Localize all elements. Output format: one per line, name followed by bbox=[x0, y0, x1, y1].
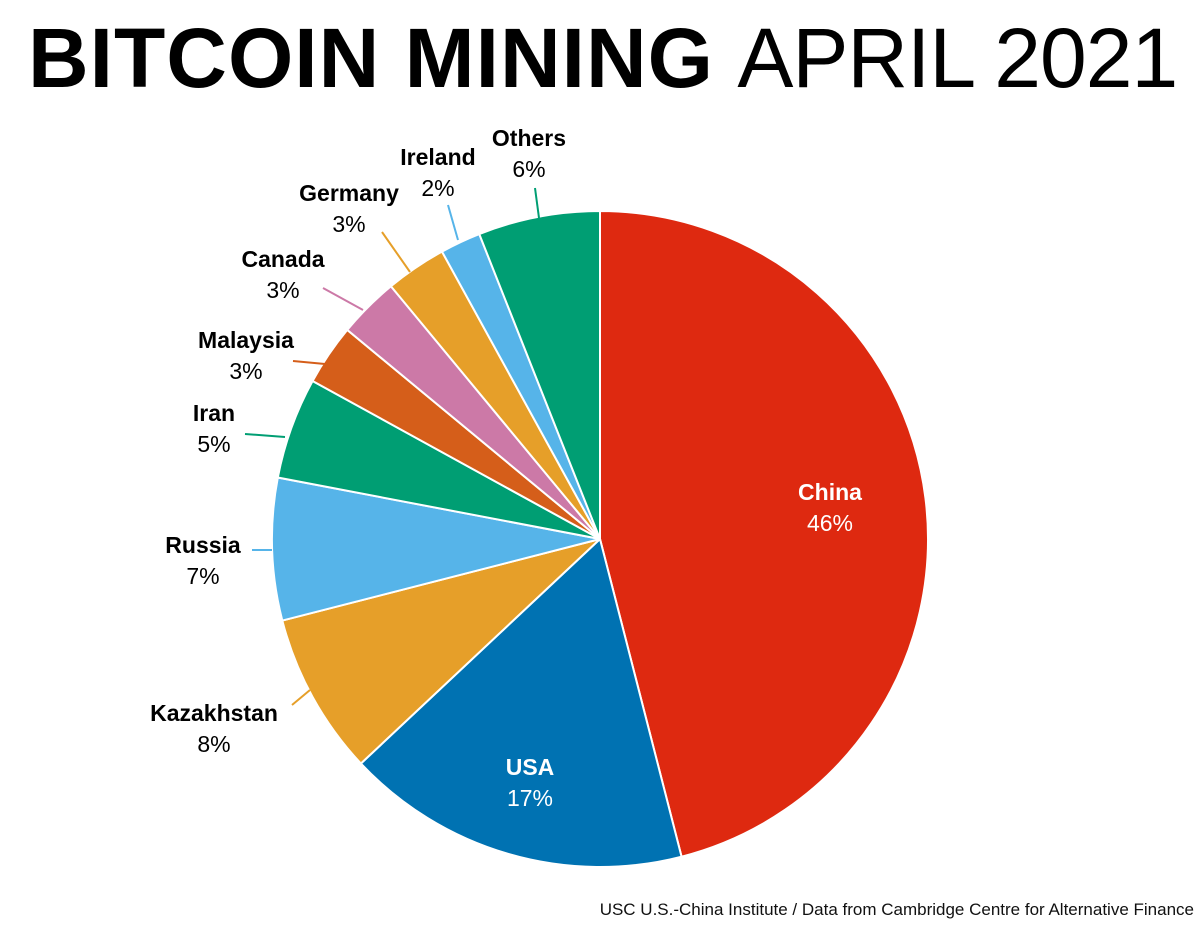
source-note: USC U.S.-China Institute / Data from Cam… bbox=[599, 900, 1194, 919]
slice-label-russia: Russia bbox=[165, 532, 241, 558]
slice-value-china: 46% bbox=[807, 510, 853, 536]
slice-value-kazakhstan: 8% bbox=[197, 731, 230, 757]
slice-value-others: 6% bbox=[512, 156, 545, 182]
slice-value-germany: 3% bbox=[332, 211, 365, 237]
leader-line-others bbox=[534, 187, 540, 219]
chart-title: BITCOIN MINING APRIL 2021 bbox=[28, 8, 1178, 108]
slice-label-ireland: Ireland bbox=[400, 144, 475, 170]
slice-label-canada: Canada bbox=[241, 246, 324, 272]
slice-label-germany: Germany bbox=[299, 180, 399, 206]
slice-label-usa: USA bbox=[506, 754, 555, 780]
slice-value-iran: 5% bbox=[197, 431, 230, 457]
leader-line-iran bbox=[244, 433, 286, 438]
slice-label-china: China bbox=[798, 479, 862, 505]
pie-slice-kazakhstan bbox=[281, 538, 601, 765]
title-light: APRIL 2021 bbox=[737, 11, 1178, 105]
leader-line-kazakhstan bbox=[291, 689, 311, 706]
pie-slice-usa bbox=[359, 537, 683, 868]
pie-slice-russia bbox=[271, 476, 601, 622]
slice-value-russia: 7% bbox=[186, 563, 219, 589]
pie-slice-china bbox=[599, 209, 929, 858]
slice-label-others: Others bbox=[492, 125, 566, 151]
slice-label-iran: Iran bbox=[193, 400, 235, 426]
slice-value-ireland: 2% bbox=[421, 175, 454, 201]
leader-line-germany bbox=[381, 231, 411, 273]
slice-value-usa: 17% bbox=[507, 785, 553, 811]
leader-line-canada bbox=[322, 287, 364, 311]
leader-line-malaysia bbox=[292, 360, 326, 365]
slice-label-kazakhstan: Kazakhstan bbox=[150, 700, 278, 726]
leader-line-ireland bbox=[447, 204, 459, 241]
slice-label-malaysia: Malaysia bbox=[198, 327, 294, 353]
title-bold: BITCOIN MINING bbox=[28, 11, 714, 105]
slice-value-malaysia: 3% bbox=[229, 358, 262, 384]
slice-value-canada: 3% bbox=[266, 277, 299, 303]
